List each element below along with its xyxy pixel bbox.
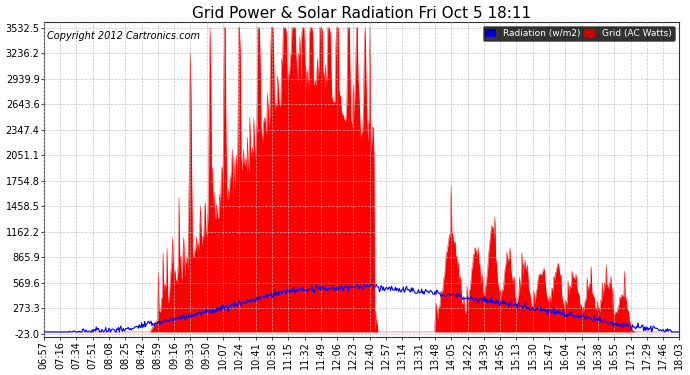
Title: Grid Power & Solar Radiation Fri Oct 5 18:11: Grid Power & Solar Radiation Fri Oct 5 1…	[192, 6, 531, 21]
Legend: Radiation (w/m2), Grid (AC Watts): Radiation (w/m2), Grid (AC Watts)	[482, 26, 675, 40]
Text: Copyright 2012 Cartronics.com: Copyright 2012 Cartronics.com	[47, 31, 200, 41]
